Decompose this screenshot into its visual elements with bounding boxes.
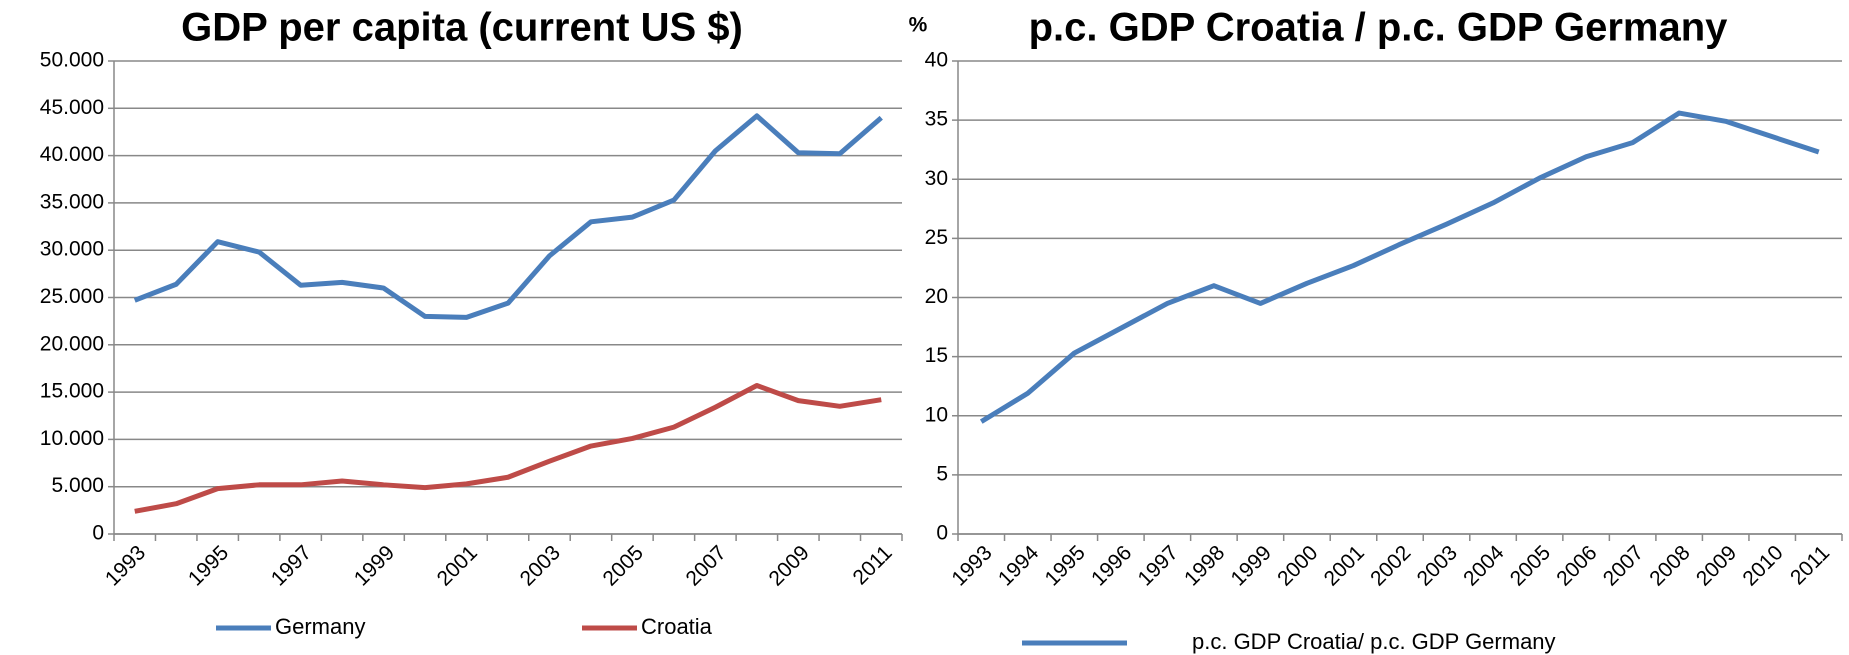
x-tick-label: 2002 <box>1366 541 1415 590</box>
x-tick-label: 1999 <box>350 541 399 590</box>
x-tick-label: 1993 <box>947 541 996 590</box>
y-unit: % <box>909 14 928 37</box>
legend-label: Croatia <box>641 614 713 639</box>
y-tick-label: 5 <box>936 462 948 485</box>
x-tick-label: 1998 <box>1180 541 1229 590</box>
x-tick-label: 1999 <box>1227 541 1276 590</box>
x-tick-label: 1994 <box>994 541 1044 591</box>
y-tick-label: 45.000 <box>40 96 104 119</box>
y-tick-label: 35 <box>925 108 948 131</box>
x-tick-label: 2003 <box>516 541 565 590</box>
y-tick-label: 20.000 <box>40 332 104 355</box>
y-tick-label: 25 <box>925 226 948 249</box>
data-line <box>133 113 883 320</box>
x-tick-label: 2001 <box>1320 541 1369 590</box>
x-tick-label: 2009 <box>764 541 813 590</box>
y-tick-label: 40 <box>925 49 948 72</box>
chart-title: GDP per capita (current US $) <box>181 6 743 50</box>
x-tick-label: 2001 <box>433 541 482 590</box>
x-tick-label: 1997 <box>267 541 316 590</box>
y-tick-label: 35.000 <box>40 190 104 213</box>
legend-label: p.c. GDP Croatia/ p.c. GDP Germany <box>1192 629 1556 654</box>
x-tick-label: 1996 <box>1087 541 1136 590</box>
x-tick-label: 2005 <box>599 541 648 590</box>
x-tick-label: 2009 <box>1692 541 1741 590</box>
x-tick-label: 2011 <box>1786 541 1834 589</box>
x-tick-label: 1993 <box>101 541 150 590</box>
y-tick-label: 5.000 <box>51 474 104 497</box>
data-line <box>979 110 1820 424</box>
y-tick-label: 10.000 <box>40 427 104 450</box>
y-tick-label: 50.000 <box>40 49 104 72</box>
y-tick-label: 0 <box>936 522 948 545</box>
x-tick-label: 1995 <box>184 541 233 590</box>
y-tick-label: 0 <box>92 522 104 545</box>
x-tick-label: 2010 <box>1738 541 1787 590</box>
legend-label: Germany <box>275 614 365 639</box>
y-tick-label: 15.000 <box>40 380 104 403</box>
x-tick-label: 2005 <box>1506 541 1555 590</box>
y-tick-label: 20 <box>925 285 948 308</box>
y-tick-label: 15 <box>925 344 948 367</box>
x-tick-label: 2003 <box>1413 541 1462 590</box>
x-tick-label: 1997 <box>1134 541 1183 590</box>
chart-title: p.c. GDP Croatia / p.c. GDP Germany <box>1029 6 1729 50</box>
x-tick-label: 2011 <box>849 541 897 589</box>
y-tick-label: 25.000 <box>40 285 104 308</box>
y-tick-label: 30 <box>925 167 948 190</box>
x-tick-label: 2008 <box>1645 541 1694 590</box>
data-line <box>134 382 882 514</box>
y-tick-label: 40.000 <box>40 143 104 166</box>
x-tick-label: 2007 <box>682 541 731 590</box>
y-tick-label: 10 <box>925 403 948 426</box>
y-tick-label: 30.000 <box>40 238 104 261</box>
x-tick-label: 2000 <box>1273 541 1322 590</box>
x-tick-label: 2004 <box>1459 541 1509 591</box>
x-tick-label: 2007 <box>1599 541 1648 590</box>
x-tick-label: 2006 <box>1552 541 1601 590</box>
x-tick-label: 1995 <box>1040 541 1089 590</box>
